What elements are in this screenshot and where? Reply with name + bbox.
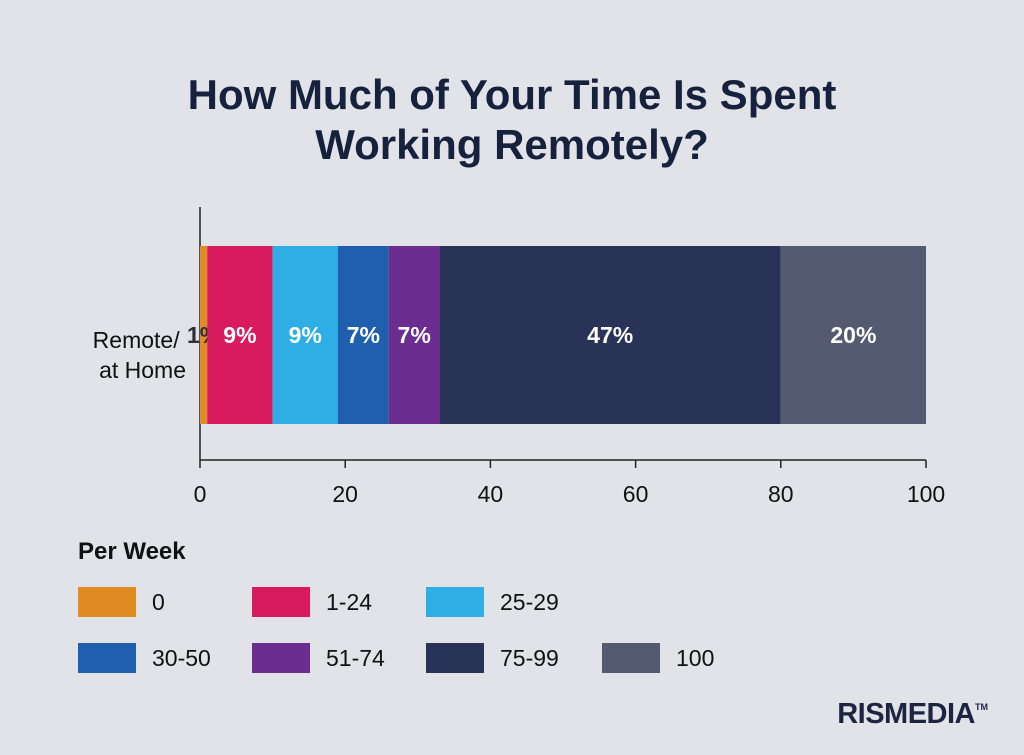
bar-segment-3: [337, 246, 389, 424]
legend-swatch: [426, 587, 484, 617]
data-label-4: 7%: [398, 322, 431, 348]
legend-label: 0: [152, 589, 165, 615]
bar-segment-6: [780, 246, 926, 424]
legend-label: 30-50: [152, 645, 211, 671]
x-axis-ticks: 0 20 40 60 80 100: [194, 460, 945, 507]
category-label: Remote/ at Home: [93, 327, 186, 383]
x-tick-label-4: 80: [768, 481, 794, 507]
data-label-6: 20%: [830, 322, 876, 348]
chart-title-line-2: Working Remotely?: [315, 121, 709, 168]
legend-label: 51-74: [326, 645, 385, 671]
logo-trademark: TM: [975, 702, 988, 712]
legend-swatch: [78, 587, 136, 617]
legend-label: 25-29: [500, 589, 559, 615]
legend-label: 100: [676, 645, 715, 671]
x-tick-label-5: 100: [907, 481, 945, 507]
stacked-bar-chart: Remote/ at Home 1% 9% 9% 7% 7% 47% 20% 0 20 40 60…: [93, 207, 945, 507]
bar-segment-1: [207, 246, 273, 424]
legend-swatch: [602, 643, 660, 673]
bar-segment-2: [272, 246, 338, 424]
category-label-line-1: Remote/: [93, 327, 181, 353]
legend-swatch: [426, 643, 484, 673]
chart-title: How Much of Your Time Is Spent Working R…: [0, 70, 1024, 170]
chart-title-line-1: How Much of Your Time Is Spent: [187, 71, 837, 118]
legend-label: 75-99: [500, 645, 559, 671]
x-tick-label-1: 20: [332, 481, 358, 507]
bar-segment-4: [388, 246, 440, 424]
x-tick-label-2: 40: [478, 481, 504, 507]
legend-swatch: [252, 587, 310, 617]
legend-swatch: [78, 643, 136, 673]
bar-segment-0: [200, 246, 208, 424]
category-label-line-2: at Home: [99, 357, 186, 383]
x-tick-label-0: 0: [194, 481, 207, 507]
data-label-2: 9%: [289, 322, 322, 348]
x-tick-label-3: 60: [623, 481, 649, 507]
data-label-1: 9%: [223, 322, 256, 348]
rismedia-logo: RISMEDIATM: [837, 698, 988, 731]
logo-text: RISMEDIA: [837, 698, 975, 730]
legend-swatch: [252, 643, 310, 673]
bar-segment-5: [439, 246, 781, 424]
legend-title: Per Week: [78, 538, 186, 565]
legend-label: 1-24: [326, 589, 373, 615]
data-label-5: 47%: [587, 322, 633, 348]
data-label-3: 7%: [347, 322, 380, 348]
bar-segments: 1% 9% 9% 7% 7% 47% 20%: [187, 246, 926, 424]
